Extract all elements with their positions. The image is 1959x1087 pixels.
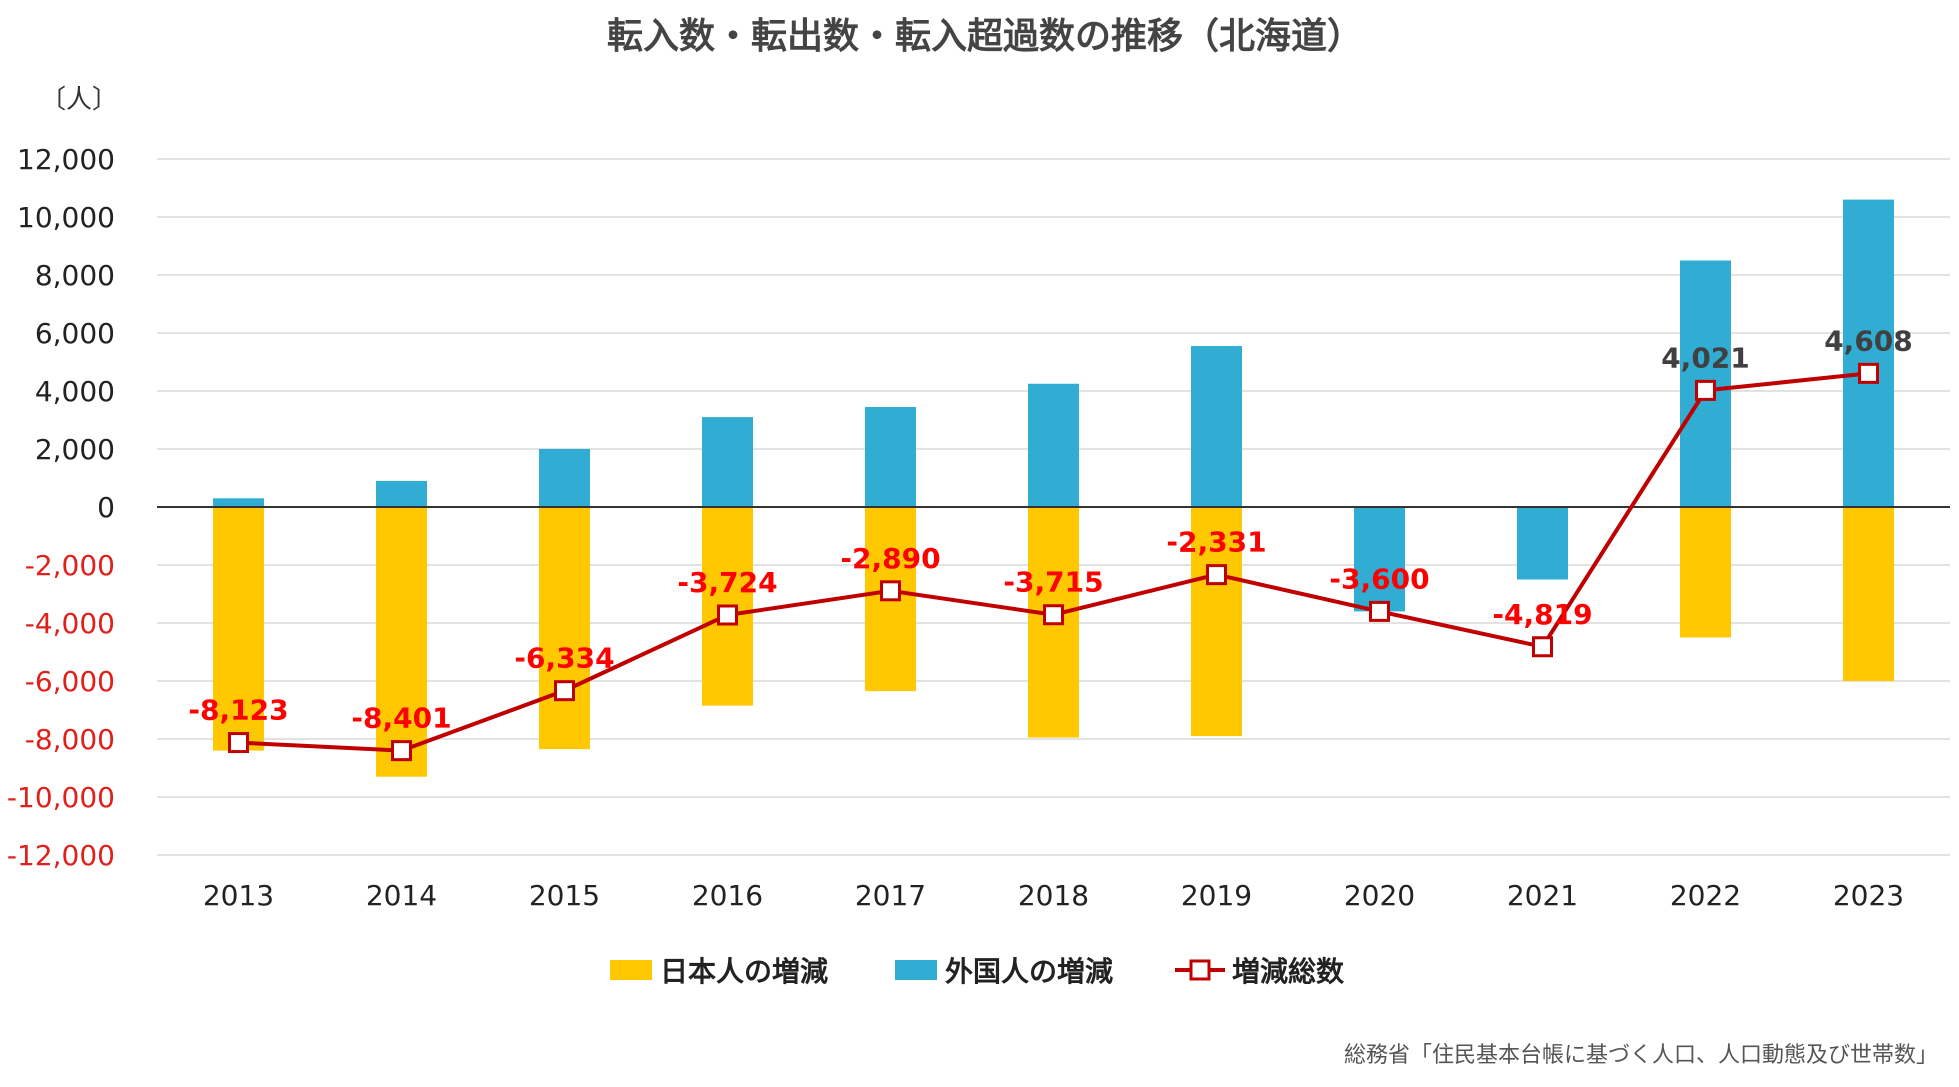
y-tick-label: 6,000 <box>35 317 115 350</box>
x-tick-label: 2019 <box>1181 879 1252 912</box>
y-tick-label: -10,000 <box>7 781 115 814</box>
y-tick-label: -8,000 <box>25 723 115 756</box>
bar-foreign <box>1028 383 1079 507</box>
bar-japanese <box>1843 507 1894 681</box>
total-data-label: -3,715 <box>1003 566 1103 599</box>
y-tick-label: -4,000 <box>25 607 115 640</box>
total-data-label: 4,608 <box>1824 324 1913 357</box>
x-tick-label: 2016 <box>692 879 763 912</box>
y-tick-label: 2,000 <box>35 433 115 466</box>
bar-foreign <box>702 417 753 507</box>
y-tick-label: 8,000 <box>35 259 115 292</box>
total-marker <box>1043 604 1064 626</box>
bar-japanese <box>376 507 427 777</box>
y-tick-label: 4,000 <box>35 375 115 408</box>
total-marker <box>391 740 412 762</box>
y-axis-unit-label: 〔人〕 <box>40 85 118 115</box>
bar-foreign <box>213 498 264 507</box>
legend-label-japanese: 日本人の増減 <box>660 955 828 988</box>
bar-foreign <box>1191 346 1242 507</box>
x-tick-label: 2018 <box>1018 879 1089 912</box>
x-tick-label: 2017 <box>855 879 926 912</box>
bar-foreign <box>1517 507 1568 580</box>
y-axis-ticks: 12,000 10,000 8,000 6,000 4,000 2,000 0 -2,000 -… <box>7 143 115 872</box>
legend-swatch-foreign <box>895 960 937 980</box>
y-tick-label: 12,000 <box>17 143 115 176</box>
x-tick-label: 2020 <box>1344 879 1415 912</box>
total-data-label: -6,334 <box>514 642 614 675</box>
total-marker <box>717 604 738 626</box>
x-tick-label: 2014 <box>366 879 437 912</box>
total-data-label: -8,123 <box>188 694 288 727</box>
total-marker <box>1695 379 1716 401</box>
x-tick-label: 2013 <box>203 879 274 912</box>
y-tick-label: -2,000 <box>25 549 115 582</box>
total-marker <box>554 680 575 702</box>
legend-marker-total <box>1189 959 1211 981</box>
total-marker <box>880 580 901 602</box>
bar-foreign <box>539 449 590 507</box>
y-tick-label: -12,000 <box>7 839 115 872</box>
chart-title: 転入数・転出数・転入超過数の推移（北海道） <box>607 16 1363 57</box>
bar-foreign <box>1354 507 1405 612</box>
bar-foreign <box>1843 199 1894 507</box>
bar-japanese <box>1191 507 1242 737</box>
bar-foreign <box>376 480 427 507</box>
total-markers <box>228 362 1879 762</box>
total-marker <box>1532 636 1553 658</box>
x-tick-label: 2015 <box>529 879 600 912</box>
x-tick-label: 2023 <box>1833 879 1904 912</box>
bars <box>213 199 1894 777</box>
total-data-label: -2,331 <box>1166 526 1266 559</box>
total-marker <box>1858 362 1879 384</box>
total-marker <box>1369 600 1390 622</box>
total-marker <box>1206 564 1227 586</box>
legend-label-total: 増減総数 <box>1232 955 1345 988</box>
x-tick-label: 2022 <box>1670 879 1741 912</box>
total-data-label: -4,819 <box>1492 598 1592 631</box>
bar-japanese <box>213 507 264 751</box>
total-data-label: -8,401 <box>351 702 451 735</box>
legend-swatch-japanese <box>610 960 652 980</box>
legend-label-foreign: 外国人の増減 <box>945 955 1113 988</box>
bar-japanese <box>539 507 590 750</box>
bar-japanese <box>1680 507 1731 638</box>
source-note: 総務省「住民基本台帳に基づく人口、人口動態及び世帯数」 <box>1344 1043 1938 1068</box>
y-tick-label: 10,000 <box>17 201 115 234</box>
total-data-label: 4,021 <box>1661 341 1750 374</box>
legend: 日本人の増減 外国人の増減 増減総数 <box>610 955 1345 988</box>
total-marker <box>228 732 249 754</box>
y-tick-label: -6,000 <box>25 665 115 698</box>
x-axis-ticks: 2013 2014 2015 2016 2017 2018 2019 2020 2021 2022… <box>203 879 1904 912</box>
total-data-label: -2,890 <box>840 542 940 575</box>
bar-foreign <box>865 406 916 507</box>
data-labels: -8,123 -8,401 -6,334 -3,724 -2,890 -3,715 -2,3… <box>188 324 1912 734</box>
total-data-label: -3,724 <box>677 566 777 599</box>
x-tick-label: 2021 <box>1507 879 1578 912</box>
y-tick-label: 0 <box>97 491 115 524</box>
total-data-label: -3,600 <box>1329 562 1429 595</box>
